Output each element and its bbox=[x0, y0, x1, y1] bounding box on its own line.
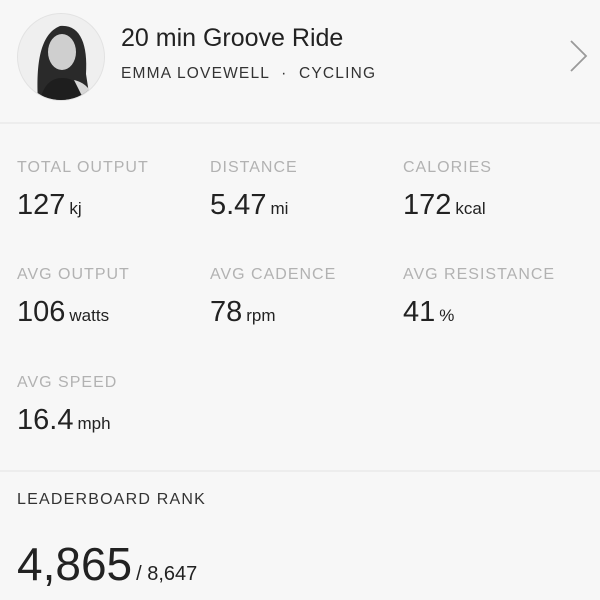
stat-calories: CALORIES 172 kcal bbox=[403, 159, 492, 222]
stat-unit: rpm bbox=[246, 306, 276, 325]
rank-total: / 8,647 bbox=[136, 563, 198, 585]
stat-unit: kj bbox=[69, 199, 82, 218]
stat-label: DISTANCE bbox=[210, 159, 298, 176]
stat-avg-speed: AVG SPEED 16.4 mph bbox=[17, 374, 117, 437]
stat-unit: mi bbox=[270, 199, 289, 218]
chevron-right-icon[interactable] bbox=[566, 38, 590, 74]
class-subtitle: EMMA LOVEWELL · CYCLING bbox=[121, 65, 376, 83]
stat-unit: % bbox=[439, 306, 455, 325]
section-divider bbox=[0, 470, 600, 472]
stat-unit: kcal bbox=[455, 199, 486, 218]
discipline: CYCLING bbox=[298, 65, 377, 82]
stat-label: AVG SPEED bbox=[17, 374, 118, 391]
stat-value: 16.4 bbox=[17, 404, 74, 436]
class-header[interactable]: 20 min Groove Ride EMMA LOVEWELL · CYCLI… bbox=[0, 0, 600, 124]
stat-avg-resistance: AVG RESISTANCE 41% bbox=[403, 266, 555, 329]
stat-label: CALORIES bbox=[403, 159, 492, 176]
instructor-photo-icon bbox=[18, 14, 104, 100]
instructor-name: EMMA LOVEWELL bbox=[121, 65, 270, 82]
stat-value: 41 bbox=[403, 296, 436, 328]
leaderboard-rank: 4,865/ 8,647 bbox=[17, 537, 197, 591]
stat-unit: mph bbox=[77, 414, 111, 433]
stat-avg-cadence: AVG CADENCE 78 rpm bbox=[210, 266, 336, 329]
leaderboard-label: LEADERBOARD RANK bbox=[17, 491, 207, 508]
class-title: 20 min Groove Ride bbox=[121, 24, 344, 52]
stat-avg-output: AVG OUTPUT 106 watts bbox=[17, 266, 130, 329]
separator-dot: · bbox=[281, 65, 288, 82]
stat-value: 172 bbox=[403, 189, 452, 221]
stat-unit: watts bbox=[69, 306, 110, 325]
stat-value: 5.47 bbox=[210, 189, 267, 221]
stat-label: TOTAL OUTPUT bbox=[17, 159, 149, 176]
stat-value: 127 bbox=[17, 189, 66, 221]
stat-label: AVG CADENCE bbox=[210, 266, 337, 283]
stat-label: AVG RESISTANCE bbox=[403, 266, 556, 283]
stat-value: 78 bbox=[210, 296, 243, 328]
stat-value: 106 bbox=[17, 296, 66, 328]
stat-total-output: TOTAL OUTPUT 127 kj bbox=[17, 159, 149, 222]
stat-label: AVG OUTPUT bbox=[17, 266, 130, 283]
instructor-avatar bbox=[17, 13, 105, 101]
stat-distance: DISTANCE 5.47 mi bbox=[210, 159, 298, 222]
rank-value: 4,865 bbox=[17, 538, 133, 590]
